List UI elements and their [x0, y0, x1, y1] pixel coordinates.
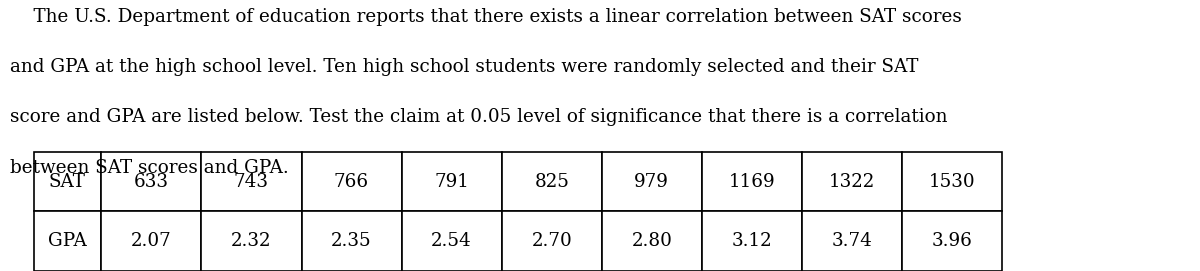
- Text: between SAT scores and GPA.: between SAT scores and GPA.: [10, 159, 288, 176]
- Bar: [502, 152, 601, 211]
- Text: and GPA at the high school level. Ten high school students were randomly selecte: and GPA at the high school level. Ten hi…: [10, 58, 918, 76]
- Bar: [802, 211, 902, 271]
- Bar: [402, 152, 502, 211]
- Text: 2.32: 2.32: [232, 232, 271, 250]
- Bar: [402, 211, 502, 271]
- Text: 825: 825: [534, 173, 569, 191]
- Bar: [202, 211, 301, 271]
- Text: SAT: SAT: [48, 173, 85, 191]
- Text: 979: 979: [635, 173, 670, 191]
- Text: 743: 743: [234, 173, 269, 191]
- Text: 633: 633: [134, 173, 169, 191]
- Text: 2.70: 2.70: [532, 232, 572, 250]
- Text: 1322: 1322: [829, 173, 875, 191]
- Bar: [702, 211, 802, 271]
- Text: score and GPA are listed below. Test the claim at 0.05 level of significance tha: score and GPA are listed below. Test the…: [10, 108, 947, 126]
- Text: 766: 766: [334, 173, 370, 191]
- Bar: [702, 152, 802, 211]
- Bar: [902, 152, 1002, 211]
- Bar: [101, 152, 202, 211]
- Bar: [34, 211, 101, 271]
- Text: 3.96: 3.96: [931, 232, 972, 250]
- Bar: [34, 152, 101, 211]
- Text: 1169: 1169: [728, 173, 775, 191]
- Text: 3.12: 3.12: [732, 232, 772, 250]
- Text: 2.54: 2.54: [431, 232, 472, 250]
- Bar: [301, 211, 402, 271]
- Bar: [202, 152, 301, 211]
- Bar: [502, 211, 601, 271]
- Text: 1530: 1530: [929, 173, 976, 191]
- Text: The U.S. Department of education reports that there exists a linear correlation : The U.S. Department of education reports…: [10, 8, 961, 26]
- Bar: [802, 152, 902, 211]
- Text: 791: 791: [434, 173, 469, 191]
- Text: GPA: GPA: [48, 232, 86, 250]
- Text: 2.80: 2.80: [631, 232, 672, 250]
- Text: 3.74: 3.74: [832, 232, 872, 250]
- Bar: [601, 211, 702, 271]
- Bar: [301, 152, 402, 211]
- Bar: [101, 211, 202, 271]
- Text: 2.07: 2.07: [131, 232, 172, 250]
- Bar: [902, 211, 1002, 271]
- Text: 2.35: 2.35: [331, 232, 372, 250]
- Bar: [601, 152, 702, 211]
